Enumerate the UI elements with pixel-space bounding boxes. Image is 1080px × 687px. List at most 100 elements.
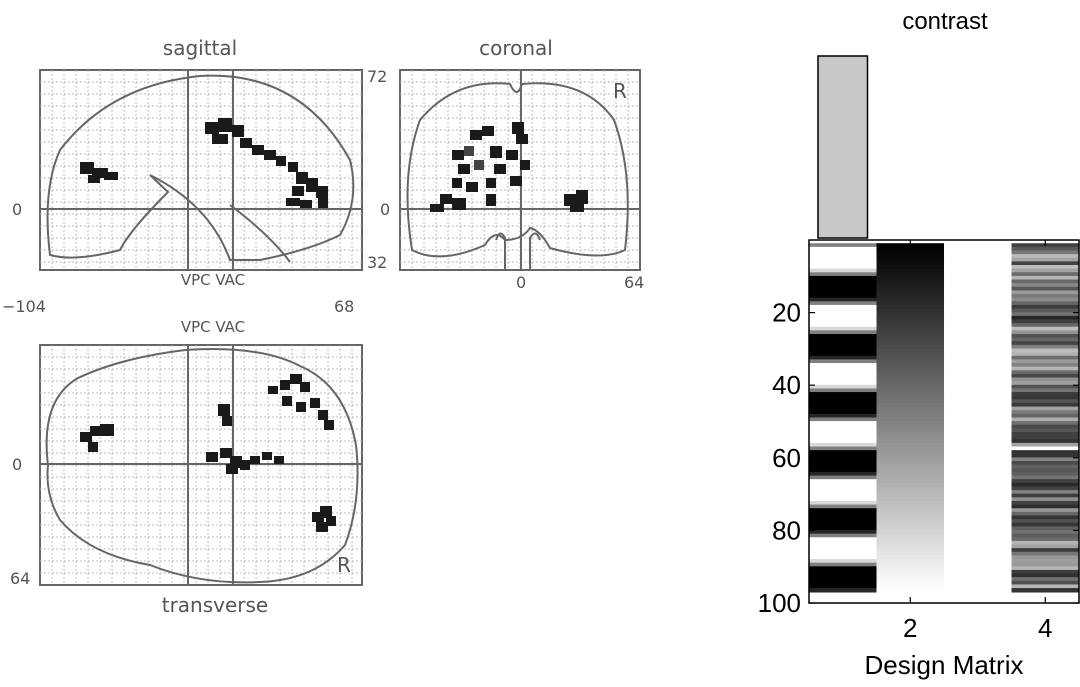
design-matrix-cell [809, 341, 877, 346]
design-matrix-cell [876, 559, 945, 564]
design-matrix-cell [876, 352, 945, 357]
design-matrix-cell [809, 490, 877, 495]
design-matrix-cell [876, 272, 945, 277]
coronal-activation-voxel [512, 122, 524, 134]
design-matrix-cell [809, 308, 877, 313]
design-matrix-cell [944, 326, 1012, 332]
design-matrix-cell [1011, 341, 1080, 346]
transverse-activation-voxel [250, 456, 260, 464]
design-matrix-cell [944, 446, 1012, 451]
coronal-activation-voxel [516, 134, 528, 144]
design-matrix-cell [944, 486, 1012, 491]
design-matrix-cell [876, 424, 945, 430]
sagittal-activation-voxel [232, 125, 244, 137]
design-matrix-cell [876, 377, 945, 382]
design-matrix-cell [809, 381, 877, 386]
design-matrix-cell [944, 312, 1012, 317]
design-matrix-frame [808, 239, 1080, 604]
design-matrix-cell [876, 413, 945, 419]
design-matrix-cell [944, 573, 1012, 578]
design-matrix-cell [1011, 544, 1080, 549]
transverse-activation-voxel [300, 382, 310, 392]
design-matrix-cell [944, 275, 1012, 281]
design-matrix-cell [809, 457, 877, 462]
design-matrix-cell [876, 410, 945, 415]
design-matrix-cell [1011, 410, 1080, 415]
coronal-activation-voxel [440, 194, 452, 204]
design-matrix-cell [1011, 246, 1080, 252]
design-matrix-cell [944, 330, 1012, 335]
design-matrix-cell [944, 588, 1012, 593]
transverse-activation-voxel [222, 416, 232, 426]
design-matrix-cell [809, 261, 877, 266]
contrast-bars [817, 55, 869, 239]
design-matrix-cell [809, 584, 877, 589]
sagittal-label-bottom: 32 [367, 253, 387, 272]
design-matrix-cell [944, 431, 1012, 437]
design-matrix-cell [876, 548, 945, 553]
design-matrix-cell [1011, 355, 1080, 361]
design-matrix-cell [944, 497, 1012, 502]
design-matrix-cell [876, 330, 945, 335]
design-matrix-cell [876, 562, 945, 568]
design-matrix-cell [809, 402, 877, 408]
design-matrix-cell [876, 504, 945, 510]
coronal-activation-voxel [482, 126, 494, 136]
design-matrix-cell [944, 421, 1012, 426]
coronal-activation-voxel [570, 204, 584, 212]
design-matrix-cell [809, 344, 877, 350]
design-matrix-cell [1011, 475, 1080, 480]
design-matrix-cell [1011, 439, 1080, 444]
sagittal-brainstem-outline [229, 204, 291, 263]
design-matrix-cell [1011, 402, 1080, 408]
design-matrix-cell [1011, 348, 1080, 353]
design-matrix-cell [1011, 424, 1080, 430]
design-matrix-cell [809, 569, 877, 575]
coronal-label-y0: 0 [380, 200, 390, 219]
design-matrix-cell [944, 540, 1012, 546]
design-matrix-cell [944, 392, 1012, 397]
design-matrix-cell [944, 522, 1012, 528]
design-matrix-cell [809, 395, 877, 401]
design-matrix-cell [1011, 428, 1080, 433]
design-matrix-cell [1011, 304, 1080, 310]
design-matrix-cell [1011, 381, 1080, 386]
design-matrix-cell [944, 352, 1012, 357]
design-matrix-cell [876, 435, 945, 441]
design-matrix-cell [876, 588, 945, 593]
design-matrix-cell [876, 348, 945, 353]
sagittal-activation-voxel [104, 172, 118, 180]
coronal-activation-voxel [470, 130, 482, 140]
transverse-activation-voxel [220, 448, 232, 458]
design-matrix-cell [944, 286, 1012, 292]
transverse-activation-voxel [310, 398, 320, 408]
sagittal-activation-voxel [252, 145, 264, 155]
design-matrix-cell [1011, 294, 1080, 299]
design-matrix-cell [944, 424, 1012, 430]
transverse-brain-outline [45, 348, 359, 584]
design-matrix-cell [876, 461, 945, 466]
coronal-title: coronal [479, 36, 553, 60]
design-matrix-cell [944, 363, 1012, 368]
design-matrix-cell [944, 555, 1012, 560]
design-matrix-cell [1011, 490, 1080, 495]
transverse-activation-voxel [326, 516, 336, 526]
design-matrix-cell [876, 261, 945, 266]
design-matrix-cell [876, 286, 945, 292]
design-matrix-cell [876, 268, 945, 274]
sagittal-activation-voxel [288, 162, 298, 172]
transverse-activation-voxel [80, 432, 92, 442]
design-matrix-cell [1011, 464, 1080, 470]
design-matrix-cell [1011, 359, 1080, 364]
design-matrix-cell [944, 243, 1012, 248]
coronal-activation-voxel [474, 160, 484, 170]
design-matrix-cell [1011, 511, 1080, 517]
design-matrix-cell [876, 333, 945, 339]
design-matrix-cell [876, 428, 945, 433]
transverse-vpc-vac-label: VPC VAC [181, 318, 245, 336]
transverse-activation-voxel [320, 506, 332, 518]
design-matrix-cell [876, 341, 945, 346]
design-matrix-cell [944, 450, 1012, 455]
design-matrix-cell [809, 312, 877, 317]
design-matrix-cell [876, 308, 945, 313]
